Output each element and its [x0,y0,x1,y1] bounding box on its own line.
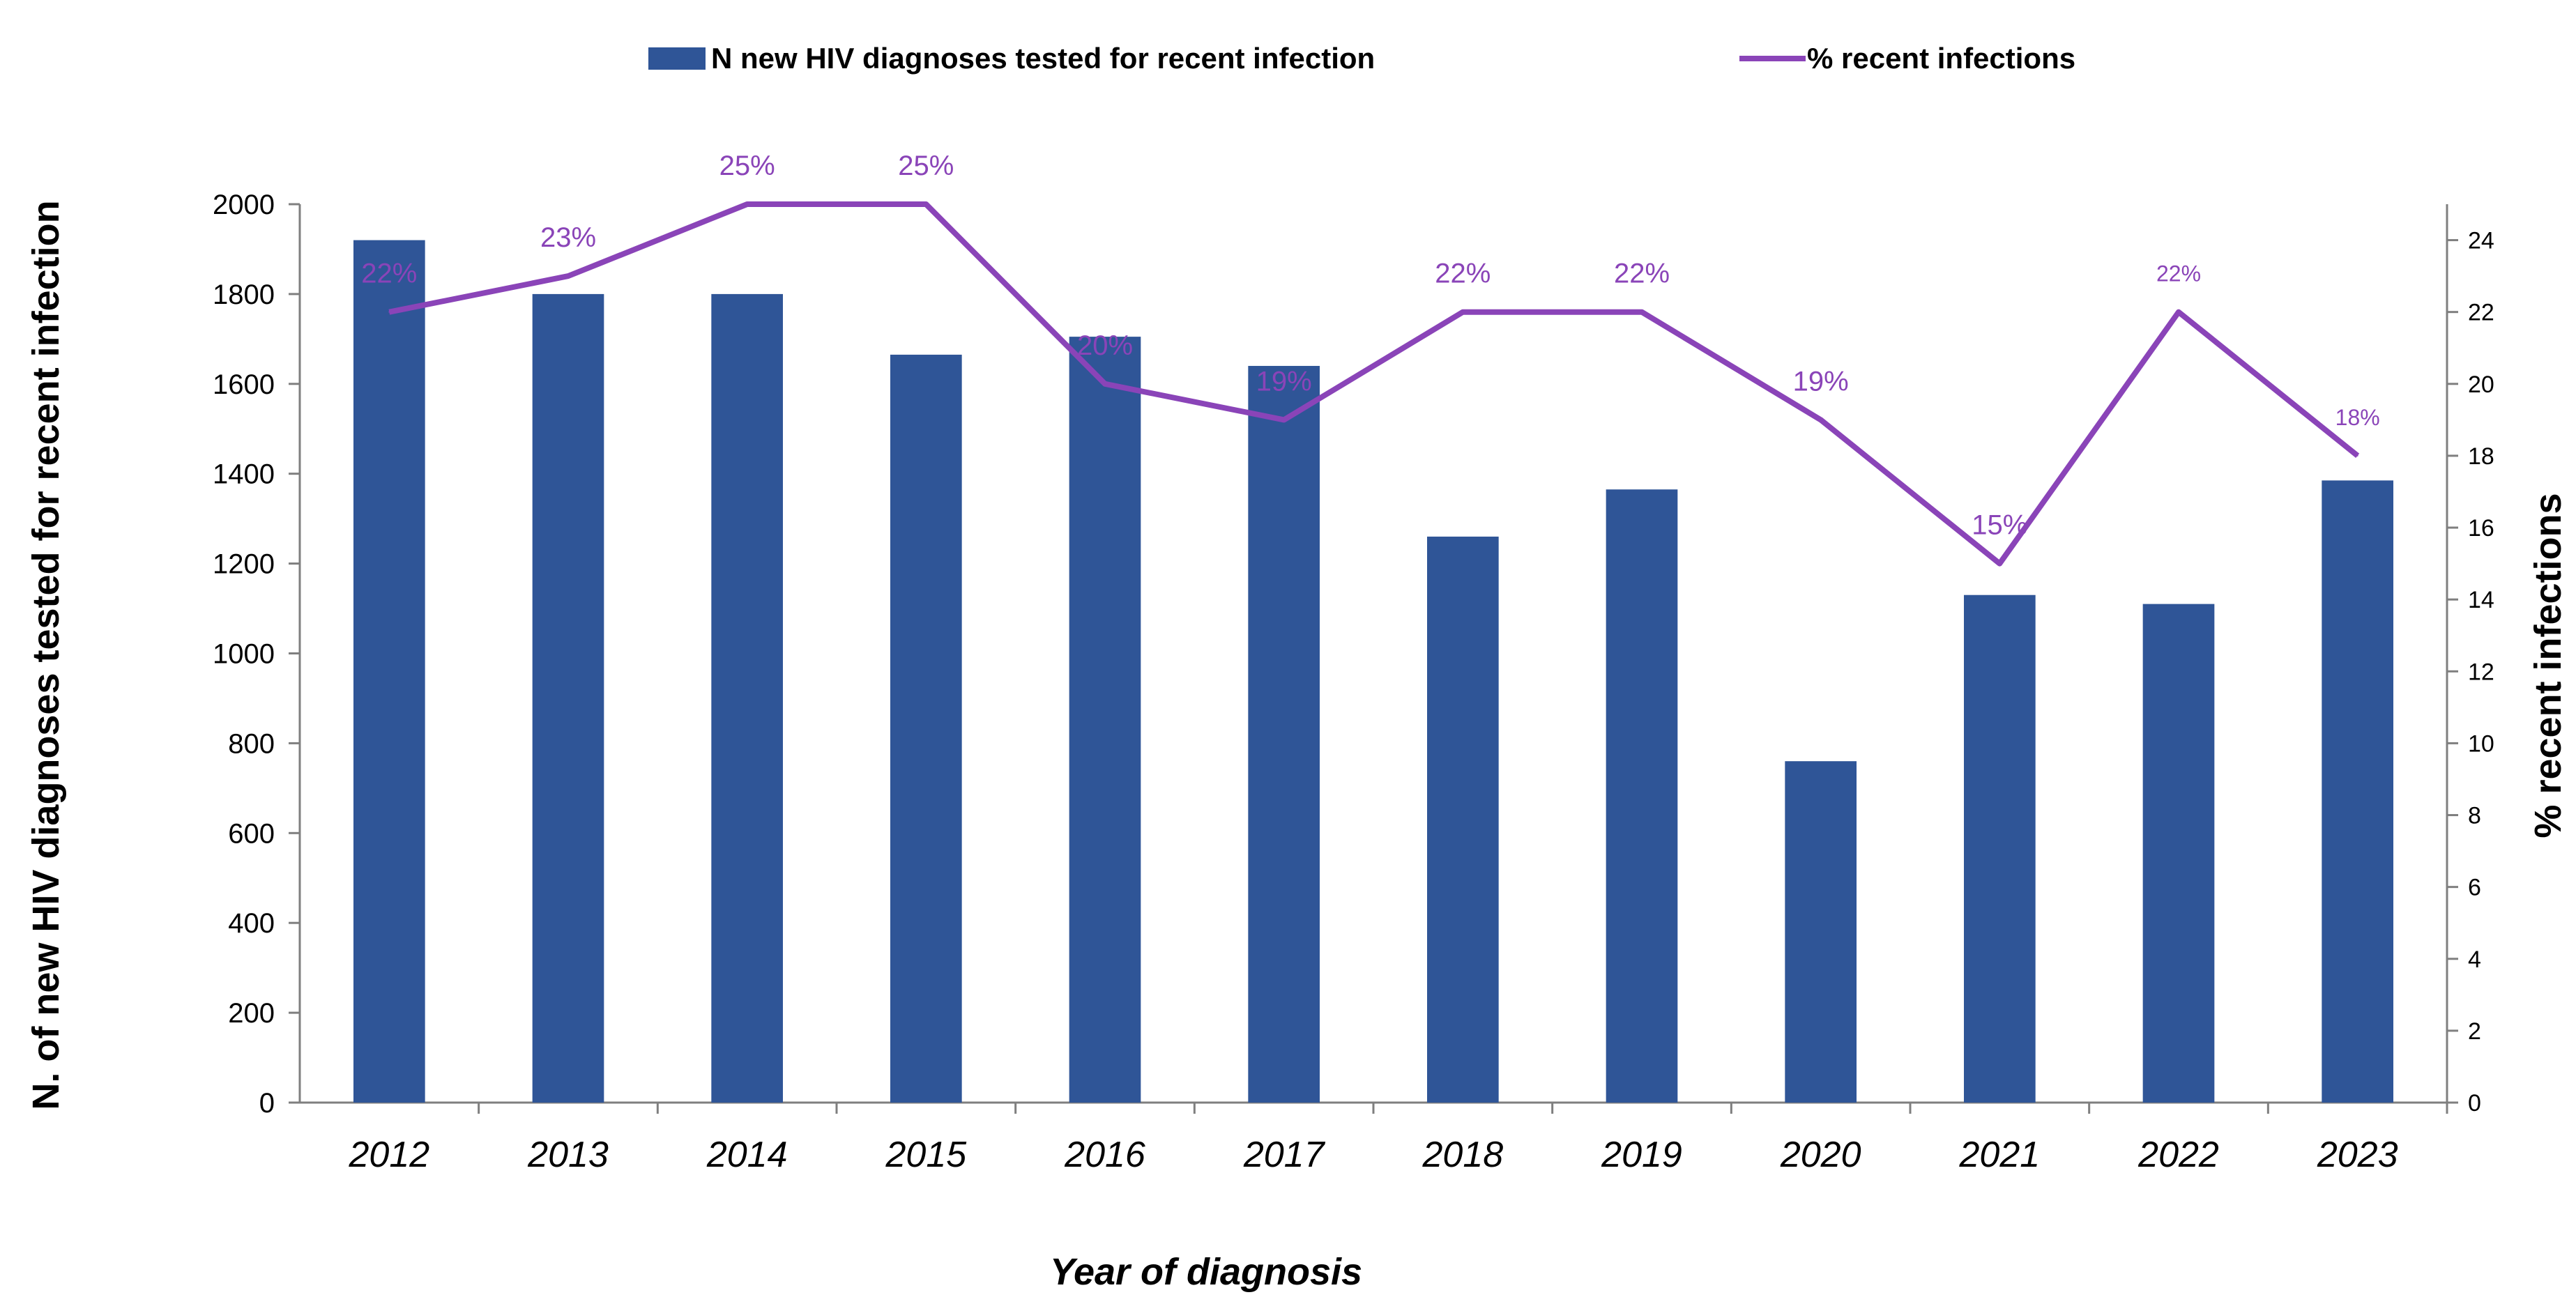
bar-2012 [353,240,425,1103]
legend: N new HIV diagnoses tested for recent in… [648,42,2075,75]
x-tick-label: 2022 [2137,1135,2219,1175]
bar-2014 [711,293,783,1103]
y-tick-label: 2000 [213,190,275,220]
legend-bar-swatch [648,47,706,70]
y2-axis-title: % recent infections [2527,493,2569,838]
y-tick-label: 400 [228,908,275,939]
data-label-2020: 19% [1793,366,1849,397]
line-point-2012 [388,311,390,313]
x-tick-label: 2017 [1243,1135,1326,1175]
x-tick-label: 2012 [348,1135,429,1175]
y2-tick-label: 20 [2468,371,2494,398]
bar-2016 [1069,337,1141,1103]
y2-tick-label: 24 [2468,228,2494,254]
data-label-2023: 18% [2335,405,2380,430]
data-label-2013: 23% [540,222,596,253]
bar-2017 [1248,366,1320,1103]
bar-2018 [1427,536,1499,1103]
line-recent-infections [388,201,2360,567]
y-tick-label: 1000 [213,639,275,670]
y2-tick-label: 0 [2468,1090,2481,1117]
y2-tick-label: 4 [2468,946,2481,973]
data-label-2012: 22% [361,259,417,289]
data-label-2017: 19% [1256,366,1312,397]
data-label-2018: 22% [1435,259,1491,289]
bar-2021 [1964,595,2036,1103]
legend-bar-label: N new HIV diagnoses tested for recent in… [711,42,1375,75]
bar-2023 [2322,480,2393,1103]
y-tick-label: 0 [259,1088,275,1119]
line-point-2019 [1641,311,1643,313]
x-tick-label: 2019 [1601,1135,1682,1175]
bar-2019 [1606,489,1678,1103]
y2-tick-label: 18 [2468,443,2494,470]
bar-2013 [532,293,604,1103]
line-point-2023 [2356,454,2358,457]
y2-tick-label: 10 [2468,730,2494,757]
x-axis-title: Year of diagnosis [1050,1251,1362,1293]
x-tick-label: 2013 [527,1135,609,1175]
y-tick-label: 1400 [213,459,275,490]
legend-line-label: % recent infections [1807,42,2075,75]
line-point-2022 [2178,311,2179,313]
x-tick-label: 2021 [1958,1135,2040,1175]
plot-area: 0200400600800100012001400160018002000024… [213,151,2494,1175]
line-point-2015 [925,204,927,205]
data-label-2014: 25% [719,151,775,181]
data-label-2019: 22% [1614,259,1670,289]
x-tick-label: 2018 [1422,1135,1503,1175]
y2-tick-label: 14 [2468,587,2494,613]
y2-tick-label: 16 [2468,515,2494,542]
data-label-2016: 20% [1077,330,1133,361]
x-tick-label: 2014 [706,1135,788,1175]
line-point-2016 [1104,383,1106,385]
bar-2015 [890,354,962,1103]
x-tick-label: 2020 [1780,1135,1861,1175]
y-tick-label: 1800 [213,279,275,310]
line-point-2021 [1999,562,2001,565]
line-point-2017 [1283,419,1285,421]
line-point-2018 [1462,311,1464,313]
bar-2020 [1785,761,1857,1103]
line-point-2020 [1820,419,1822,421]
y2-tick-label: 2 [2468,1018,2481,1045]
data-label-2021: 15% [1972,510,2027,541]
y-axis-title: N. of new HIV diagnoses tested for recen… [25,200,67,1110]
y2-tick-label: 12 [2468,659,2494,685]
y2-tick-label: 6 [2468,875,2481,901]
y2-tick-label: 8 [2468,803,2481,829]
x-tick-label: 2023 [2317,1135,2398,1175]
x-tick-label: 2015 [885,1135,967,1175]
y-tick-label: 600 [228,818,275,849]
x-tick-label: 2016 [1064,1135,1145,1175]
line-point-2013 [567,275,569,277]
y2-tick-label: 22 [2468,300,2494,326]
data-label-2015: 25% [898,151,954,181]
line-point-2014 [746,204,748,205]
y-tick-label: 1600 [213,369,275,400]
bar-2022 [2142,604,2215,1103]
y-tick-label: 200 [228,998,275,1029]
y-tick-label: 1200 [213,549,275,580]
data-label-2022: 22% [2156,261,2201,286]
y-tick-label: 800 [228,728,275,759]
